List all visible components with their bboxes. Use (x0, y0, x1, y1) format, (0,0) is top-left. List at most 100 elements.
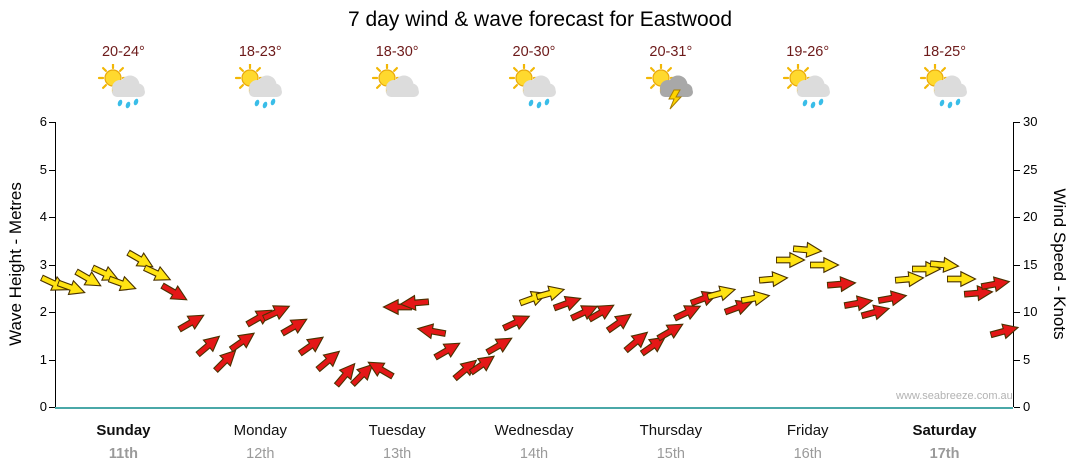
day-name: Monday (233, 422, 287, 439)
day-date: 11th (108, 446, 138, 462)
left-axis-tick (49, 169, 55, 171)
sun-cloud-rain-icon (782, 62, 830, 109)
bottom-axis-line (55, 407, 1013, 409)
right-axis-tick (1014, 407, 1020, 408)
wind-arrow (209, 343, 243, 377)
wind-arrow (859, 299, 893, 324)
weather-icon (643, 62, 699, 112)
right-axis-line (1013, 122, 1014, 407)
wind-arrow (826, 273, 857, 294)
wind-arrow (329, 356, 362, 391)
weather-icon (232, 62, 288, 112)
sun-cloud-rain-icon (235, 62, 283, 109)
wind-arrow (912, 260, 943, 278)
wind-arrow (55, 275, 89, 302)
cloud-icon (112, 75, 146, 97)
wind-arrow (671, 298, 706, 327)
left-axis-tick (49, 122, 55, 123)
wind-arrow (192, 329, 227, 362)
day-temperature: 18-30° (375, 44, 419, 60)
day-name: Wednesday (494, 422, 574, 439)
wind-arrow (72, 263, 107, 294)
wind-arrow (980, 272, 1013, 295)
wind-arrow (174, 306, 209, 337)
left-axis-tick (49, 217, 55, 218)
day-temperature: 20-30° (512, 44, 556, 60)
weather-icon (369, 62, 425, 112)
wind-arrow (123, 244, 158, 275)
day-date: 15th (656, 446, 685, 462)
wind-arrow (722, 294, 756, 321)
day-temperature: 20-31° (649, 44, 693, 60)
day-date: 13th (383, 446, 412, 462)
left-axis-tick-label: 5 (39, 161, 47, 177)
cloud-icon (386, 75, 420, 97)
left-axis-tick (49, 312, 55, 313)
day-name: Tuesday (368, 422, 426, 439)
left-axis-tick (49, 359, 55, 361)
sun-cloud-rain-icon (508, 62, 556, 109)
watermark: www.seabreeze.com.au (896, 390, 1013, 402)
right-axis-tick (1014, 217, 1020, 218)
right-axis-tick-label: 10 (1023, 304, 1038, 319)
day-temperature: 18-23° (238, 44, 282, 60)
day-temperature: 20-24° (101, 44, 145, 60)
weather-icon (95, 62, 151, 112)
right-axis-tick-label: 5 (1023, 351, 1031, 367)
left-axis-tick (49, 264, 55, 266)
wind-arrow (568, 298, 603, 327)
wind-arrow (415, 320, 448, 343)
storm-icon (645, 62, 693, 110)
day-name: Saturday (912, 422, 977, 439)
wind-arrow (653, 316, 688, 347)
wind-arrow (809, 256, 840, 274)
wind-arrow (294, 329, 329, 361)
right-axis-tick-label: 25 (1023, 161, 1038, 177)
rain-icon (528, 98, 550, 109)
day-date: 14th (519, 446, 549, 462)
right-axis-label: Wind Speed - Knots (1050, 188, 1069, 340)
right-axis-tick-label: 0 (1023, 399, 1031, 414)
left-axis-line (55, 122, 56, 407)
wind-arrow (877, 286, 910, 309)
right-axis-tick (1014, 312, 1020, 313)
rain-icon (939, 98, 960, 109)
rain-icon (118, 98, 139, 109)
wind-arrow (260, 298, 295, 327)
wind-arrow (705, 280, 739, 305)
sun-cloud-rain-icon (98, 62, 146, 109)
right-axis-tick-label: 20 (1023, 209, 1038, 224)
wind-arrow (792, 240, 823, 261)
wind-arrow (363, 354, 398, 385)
day-date: 12th (246, 446, 275, 462)
cloud-icon (523, 75, 556, 97)
day-temperature: 18-25° (923, 44, 966, 60)
wind-arrow (482, 330, 517, 361)
wind-arrow (843, 291, 876, 314)
rain-icon (254, 98, 276, 109)
weather-icon (780, 62, 836, 112)
wind-arrow (602, 306, 637, 338)
wind-arrow (499, 307, 534, 336)
day-name: Sunday (96, 422, 151, 439)
right-axis-tick (1014, 264, 1020, 266)
wind-arrow (963, 283, 994, 304)
cloud-icon (659, 75, 693, 97)
wind-arrow (988, 318, 1022, 343)
sun-cloud-icon (372, 62, 420, 97)
wind-arrow (551, 289, 585, 316)
wind-arrow (140, 260, 175, 289)
day-name: Thursday (639, 422, 703, 439)
wind-arrow (106, 270, 140, 297)
day-name: Friday (786, 422, 829, 439)
wind-arrow (775, 251, 806, 269)
wind-arrow (226, 325, 261, 357)
wind-arrow (758, 268, 789, 289)
cloud-icon (796, 75, 830, 97)
wind-arrow (465, 348, 500, 380)
left-axis-tick-label: 6 (39, 114, 47, 129)
rain-icon (802, 98, 823, 109)
left-axis-tick-label: 3 (39, 256, 47, 272)
weather-icon (506, 62, 562, 112)
